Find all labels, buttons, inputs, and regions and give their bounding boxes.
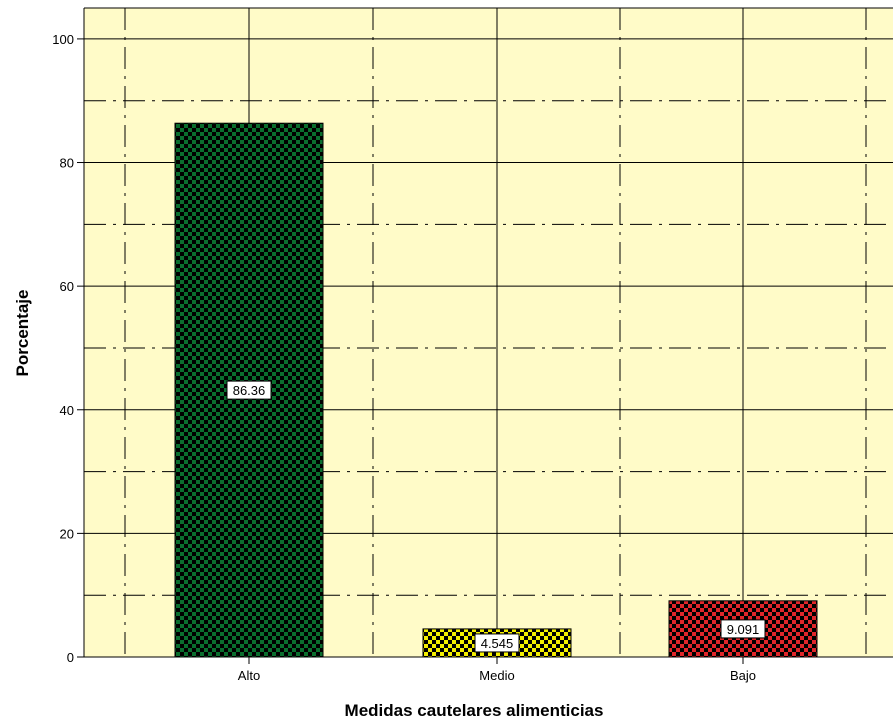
data-label: 4.545 [481,636,514,651]
x-axis-title: Medidas cautelares alimenticias [345,701,604,720]
x-tick-label: Bajo [730,668,756,683]
y-tick-label: 0 [67,650,74,665]
y-axis-title: Porcentaje [13,290,32,377]
y-tick-label: 20 [60,526,74,541]
x-axis-ticks: Alto Medio Bajo [238,657,756,683]
data-label-box [720,619,766,639]
x-tick-label: Alto [238,668,260,683]
y-axis-ticks: 0 20 40 60 80 100 [52,32,84,665]
bars: 86.36 4.545 9.091 [174,122,818,658]
y-tick-label: 60 [60,279,74,294]
data-label: 86.36 [233,383,266,398]
axes [83,7,893,658]
y-tick-label: 80 [60,156,74,171]
y-tick-label: 100 [52,32,74,47]
y-tick-label: 40 [60,403,74,418]
data-label-box [474,633,520,653]
data-label: 9.091 [727,622,760,637]
x-tick-label: Medio [479,668,514,683]
data-label-box [226,380,272,400]
